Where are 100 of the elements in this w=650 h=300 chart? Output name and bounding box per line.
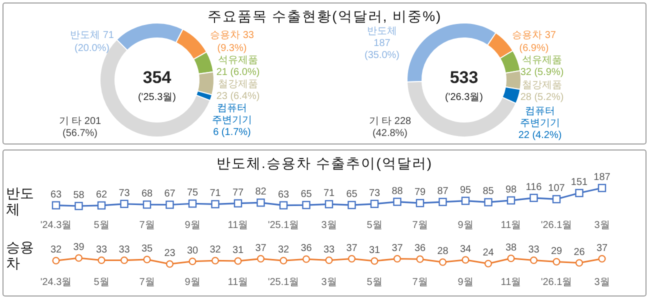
y-axis-title: 반도체	[6, 185, 34, 217]
data-label: 75	[186, 188, 198, 199]
data-label: 22 (4.2%)	[518, 130, 562, 141]
data-label: 82	[255, 186, 267, 198]
point	[416, 198, 424, 208]
data-label: 28	[437, 246, 449, 258]
point	[348, 200, 356, 210]
data-label: 187 (35.0%)	[364, 38, 400, 61]
data-label: 87	[437, 186, 449, 197]
x-tick-label: 7월	[139, 220, 155, 231]
x-tick-label: 9월	[458, 277, 474, 288]
data-label: 38	[505, 242, 517, 254]
data-label: 67	[164, 188, 176, 200]
data-label: 28 (5.2%)	[520, 92, 564, 103]
data-label: 37	[255, 242, 267, 254]
data-label: 107	[548, 183, 566, 194]
point	[97, 201, 106, 210]
data-label: 68	[141, 188, 153, 200]
point	[52, 201, 60, 210]
text: ('25.3월)	[138, 92, 176, 103]
slice-label: 철강제품	[218, 79, 258, 90]
point	[120, 200, 128, 208]
x-tick-label: '26.1월	[540, 220, 572, 231]
data-label: 65	[346, 189, 358, 200]
x-tick-label: 9월	[458, 220, 474, 231]
x-tick-label: 7월	[412, 277, 428, 288]
x-tick-label: 3월	[594, 277, 610, 288]
x-tick-label: '24.3월	[40, 220, 72, 231]
point	[484, 198, 492, 206]
data-label: 187	[594, 172, 611, 183]
data-label: 26	[574, 246, 586, 258]
data-label: 151	[570, 177, 588, 188]
x-tick-label: 9월	[184, 277, 200, 288]
slice-label: 컴퓨터 주변기기	[520, 106, 560, 129]
data-label: 79	[414, 187, 426, 198]
data-label: 71	[210, 188, 222, 200]
x-tick-label: 7월	[412, 220, 428, 231]
text: 533	[450, 68, 478, 87]
text: ('26.3월)	[444, 92, 484, 103]
point	[461, 196, 470, 205]
data-label: 30	[186, 245, 198, 256]
slice-label: 석유제품	[218, 55, 258, 66]
data-label: 32 (5.9%)	[520, 67, 564, 78]
x-tick-label: 3월	[321, 277, 337, 288]
point	[234, 199, 242, 208]
data-label: 6 (1.7%)	[213, 127, 251, 138]
slice-label: 철강제품	[522, 80, 562, 91]
point	[393, 198, 402, 206]
data-label: 37	[392, 242, 404, 254]
slice-label: 반도체	[367, 26, 397, 37]
data-label: 21 (6.0%)	[216, 67, 260, 78]
data-label: 24	[482, 248, 494, 259]
data-label: 73	[118, 188, 130, 199]
x-tick-label: 11월	[228, 220, 248, 231]
x-tick-label: 5월	[366, 220, 382, 231]
data-label: 62	[96, 189, 108, 200]
x-tick-label: 5월	[94, 277, 110, 288]
point	[598, 184, 606, 192]
x-tick-label: '25.1월	[268, 277, 300, 288]
data-label: 33	[528, 244, 540, 256]
data-label: 32	[278, 244, 290, 256]
data-label: 71	[323, 188, 335, 200]
point	[256, 198, 265, 207]
data-label: 29	[550, 246, 562, 257]
data-label: 73	[368, 188, 380, 199]
x-tick-label: 3월	[594, 220, 610, 231]
text: 주요품목 수출현황(억달러, 비중%)	[207, 8, 442, 24]
data-label: 85	[482, 186, 494, 198]
x-tick-label: 9월	[184, 220, 200, 231]
point	[552, 195, 561, 204]
data-label: 37	[596, 242, 608, 254]
data-label: 36	[300, 243, 312, 254]
point	[370, 200, 379, 208]
data-label: 63	[50, 189, 62, 200]
point	[279, 201, 288, 210]
x-tick-label: '24.3월	[40, 277, 72, 288]
data-label: 32	[50, 244, 62, 256]
data-label: 35	[141, 244, 153, 254]
point	[211, 200, 220, 208]
point	[530, 194, 538, 202]
y-axis-title: 승용차	[6, 239, 34, 271]
data-label: 88	[392, 186, 404, 197]
data-label: 31	[368, 245, 380, 256]
slice-label: 기 타 201 (56.7%)	[58, 116, 102, 139]
x-tick-label: 11월	[500, 220, 522, 231]
x-tick-label: 11월	[500, 277, 522, 288]
slice-label: 반도체 71 (20.0%)	[70, 30, 114, 54]
slice-label: 컴퓨터 주변기기	[212, 103, 252, 126]
data-label: 31	[232, 245, 244, 256]
data-label: 33	[118, 244, 130, 256]
point	[302, 200, 310, 210]
data-label: 23 (6.4%)	[216, 91, 260, 102]
data-label: 65	[300, 189, 312, 200]
slice-label: 기 타 228 (42.8%)	[368, 116, 412, 139]
point	[324, 200, 334, 208]
x-tick-label: 11월	[228, 277, 248, 288]
data-label: 36	[414, 243, 426, 254]
data-label: 33	[96, 244, 108, 256]
point	[74, 202, 83, 210]
point	[506, 196, 516, 205]
